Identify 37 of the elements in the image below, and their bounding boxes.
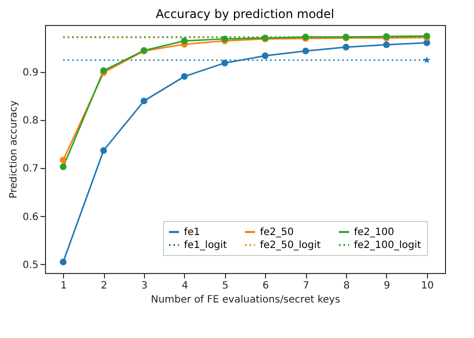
point	[302, 48, 309, 54]
legend-label: fe2_100_logit	[354, 240, 422, 251]
point	[100, 147, 107, 154]
legend-label: fe1	[184, 227, 200, 238]
chart-title: Accuracy by prediction model	[156, 7, 334, 21]
x-tick-label: 3	[141, 280, 148, 292]
x-tick-label: 8	[343, 280, 350, 292]
point	[221, 60, 228, 66]
x-tick-label: 2	[100, 280, 108, 292]
y-tick-label: 0.5	[22, 260, 38, 271]
point	[383, 41, 390, 48]
point	[60, 156, 67, 164]
point	[181, 38, 188, 44]
legend-label: fe2_50_logit	[260, 240, 321, 251]
x-axis-title: Number of FE evaluations/secret keys	[150, 294, 340, 306]
x-tick-label: 6	[262, 280, 269, 292]
y-tick-label: 0.7	[22, 164, 38, 175]
y-axis-title: Prediction accuracy	[8, 100, 20, 198]
x-tick-label: 9	[384, 280, 390, 292]
legend-label: fe1_logit	[184, 240, 228, 251]
point	[342, 44, 350, 50]
point	[60, 163, 67, 170]
x-tick-label: 1	[60, 280, 67, 292]
legend-label: fe2_50	[260, 227, 294, 238]
point	[140, 98, 148, 104]
y-tick-label: 0.8	[22, 116, 38, 127]
x-tick-label: 4	[182, 280, 188, 292]
y-tick-label: 0.6	[22, 212, 38, 223]
legend-label: fe2_100	[354, 227, 394, 238]
x-tick-label: 7	[302, 280, 310, 292]
x-tick-label: 10	[420, 280, 434, 292]
point	[423, 56, 430, 64]
point	[262, 52, 269, 60]
point	[181, 73, 188, 80]
y-tick-label: 0.9	[22, 68, 38, 79]
x-tick-label: 5	[222, 280, 228, 292]
point	[60, 258, 67, 266]
